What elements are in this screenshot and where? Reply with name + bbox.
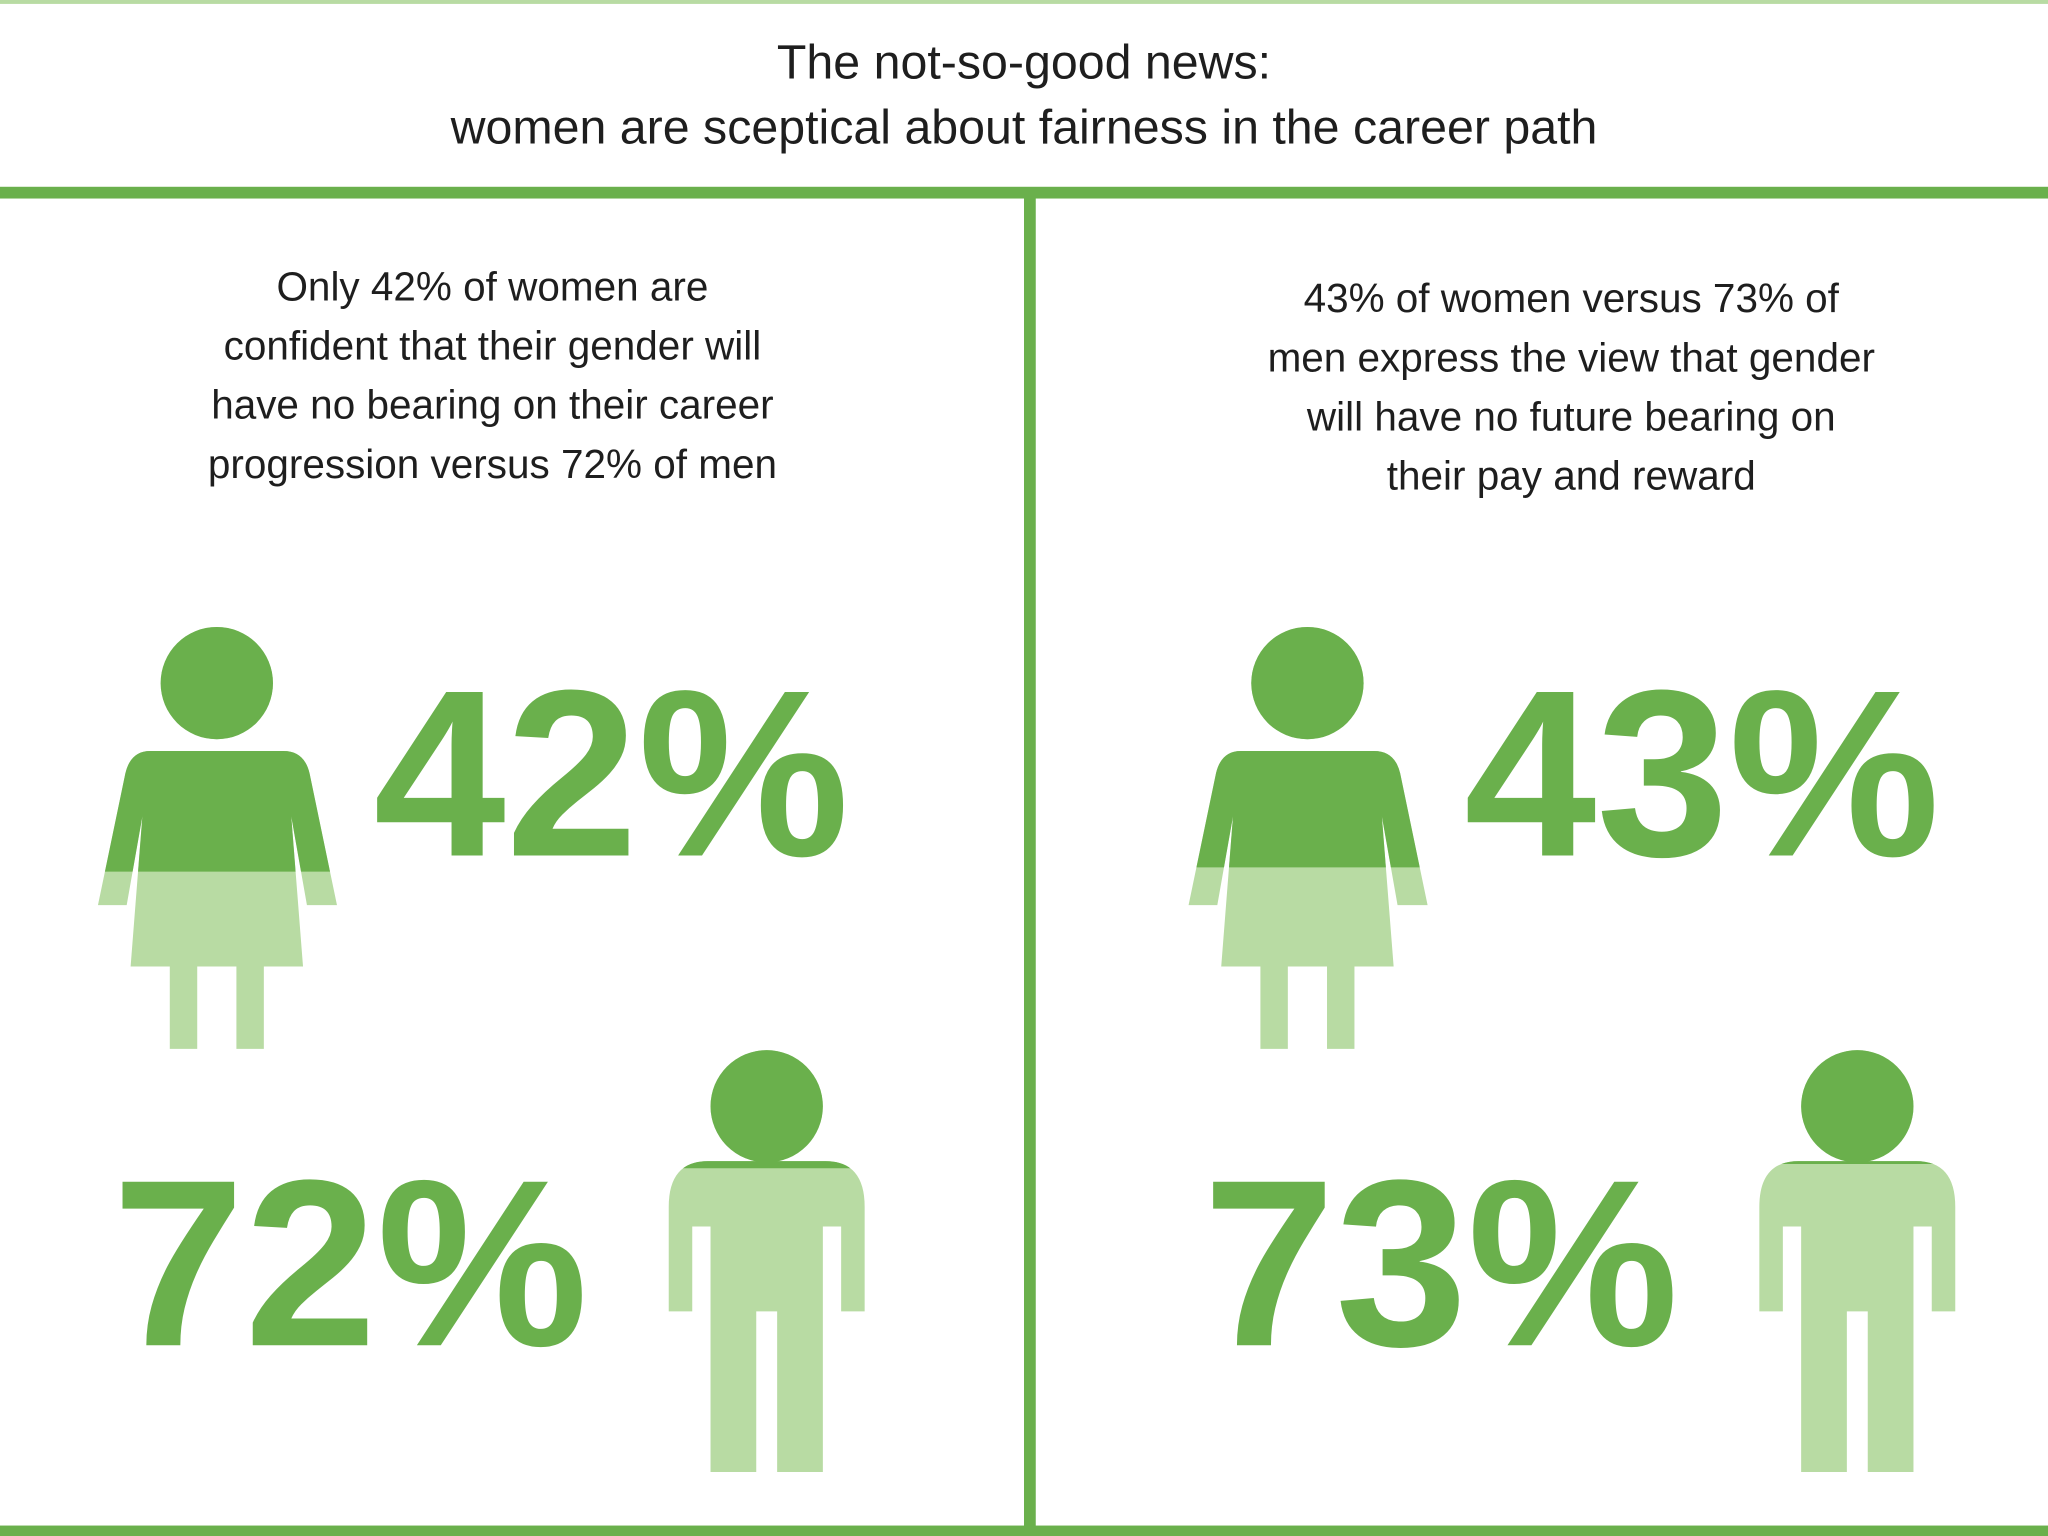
column-divider <box>1024 193 1036 1536</box>
description-line: men express the view that gender <box>1268 334 1875 380</box>
divider <box>0 186 2048 199</box>
bottom-rule <box>0 1525 2048 1536</box>
person-icon <box>668 1050 865 1472</box>
percent-label: 73% <box>1203 1131 1679 1396</box>
description-line: progression versus 72% of men <box>208 441 777 487</box>
description-line: confident that their gender will <box>224 323 762 369</box>
subtitle: women are sceptical about fairness in th… <box>450 101 1598 155</box>
percent-label: 43% <box>1464 642 1940 907</box>
description-line: will have no future bearing on <box>1306 393 1836 439</box>
person-icon <box>1759 1050 1956 1472</box>
top-rule <box>0 0 2048 4</box>
description-line: Only 42% of women are <box>276 263 708 309</box>
title: The not-so-good news: <box>777 35 1271 89</box>
description-line: have no bearing on their career <box>211 382 773 428</box>
description-line: 43% of women versus 73% of <box>1304 275 1840 321</box>
percent-label: 42% <box>374 642 850 907</box>
percent-label: 72% <box>112 1131 588 1396</box>
person-icon <box>1188 626 1428 1049</box>
person-icon <box>97 626 337 1049</box>
description-line: their pay and reward <box>1387 453 1756 499</box>
